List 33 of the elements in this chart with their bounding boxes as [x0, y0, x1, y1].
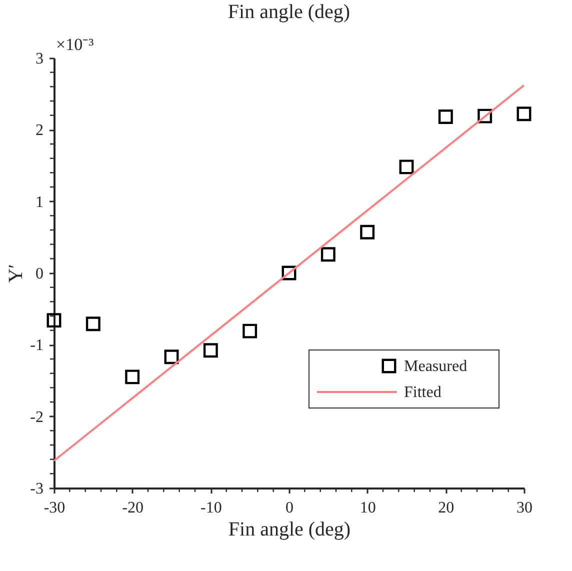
x-tick-label: 20 — [438, 500, 454, 516]
y-tick-label: 2 — [36, 122, 44, 140]
point — [46, 313, 62, 328]
point — [203, 343, 218, 358]
x-tick-label: -30 — [44, 500, 66, 516]
x-tick-label: 30 — [516, 500, 532, 516]
point — [360, 224, 375, 240]
point — [164, 350, 179, 364]
y-tick-label: 0 — [36, 266, 44, 282]
point — [438, 110, 453, 124]
x-tick-label: -10 — [200, 500, 222, 516]
y-tick-label: 1 — [36, 194, 44, 211]
x-tick-label: 10 — [360, 500, 376, 516]
y-axis-title: Y′ — [5, 264, 28, 283]
y-tick-label: 3 — [36, 50, 44, 68]
x-axis-title: Fin angle (deg) — [228, 518, 351, 540]
legend-label: Measured — [404, 358, 468, 375]
chart-title: Fin angle (deg) — [228, 1, 350, 23]
x-tick-label: 0 — [286, 500, 294, 516]
x-tick-label: -20 — [122, 500, 144, 516]
point — [282, 266, 296, 280]
point — [242, 324, 258, 338]
point — [516, 106, 532, 122]
legend-label: Fitted — [404, 384, 442, 401]
point — [86, 316, 100, 332]
point — [478, 108, 492, 124]
point — [399, 160, 414, 174]
point — [125, 370, 140, 384]
text: ×10⁻³ — [56, 35, 94, 54]
y-tick-label: -2 — [30, 408, 44, 426]
y-tick-label: -1 — [30, 337, 44, 354]
y-tick-label: -3 — [30, 480, 44, 498]
point — [320, 247, 336, 262]
